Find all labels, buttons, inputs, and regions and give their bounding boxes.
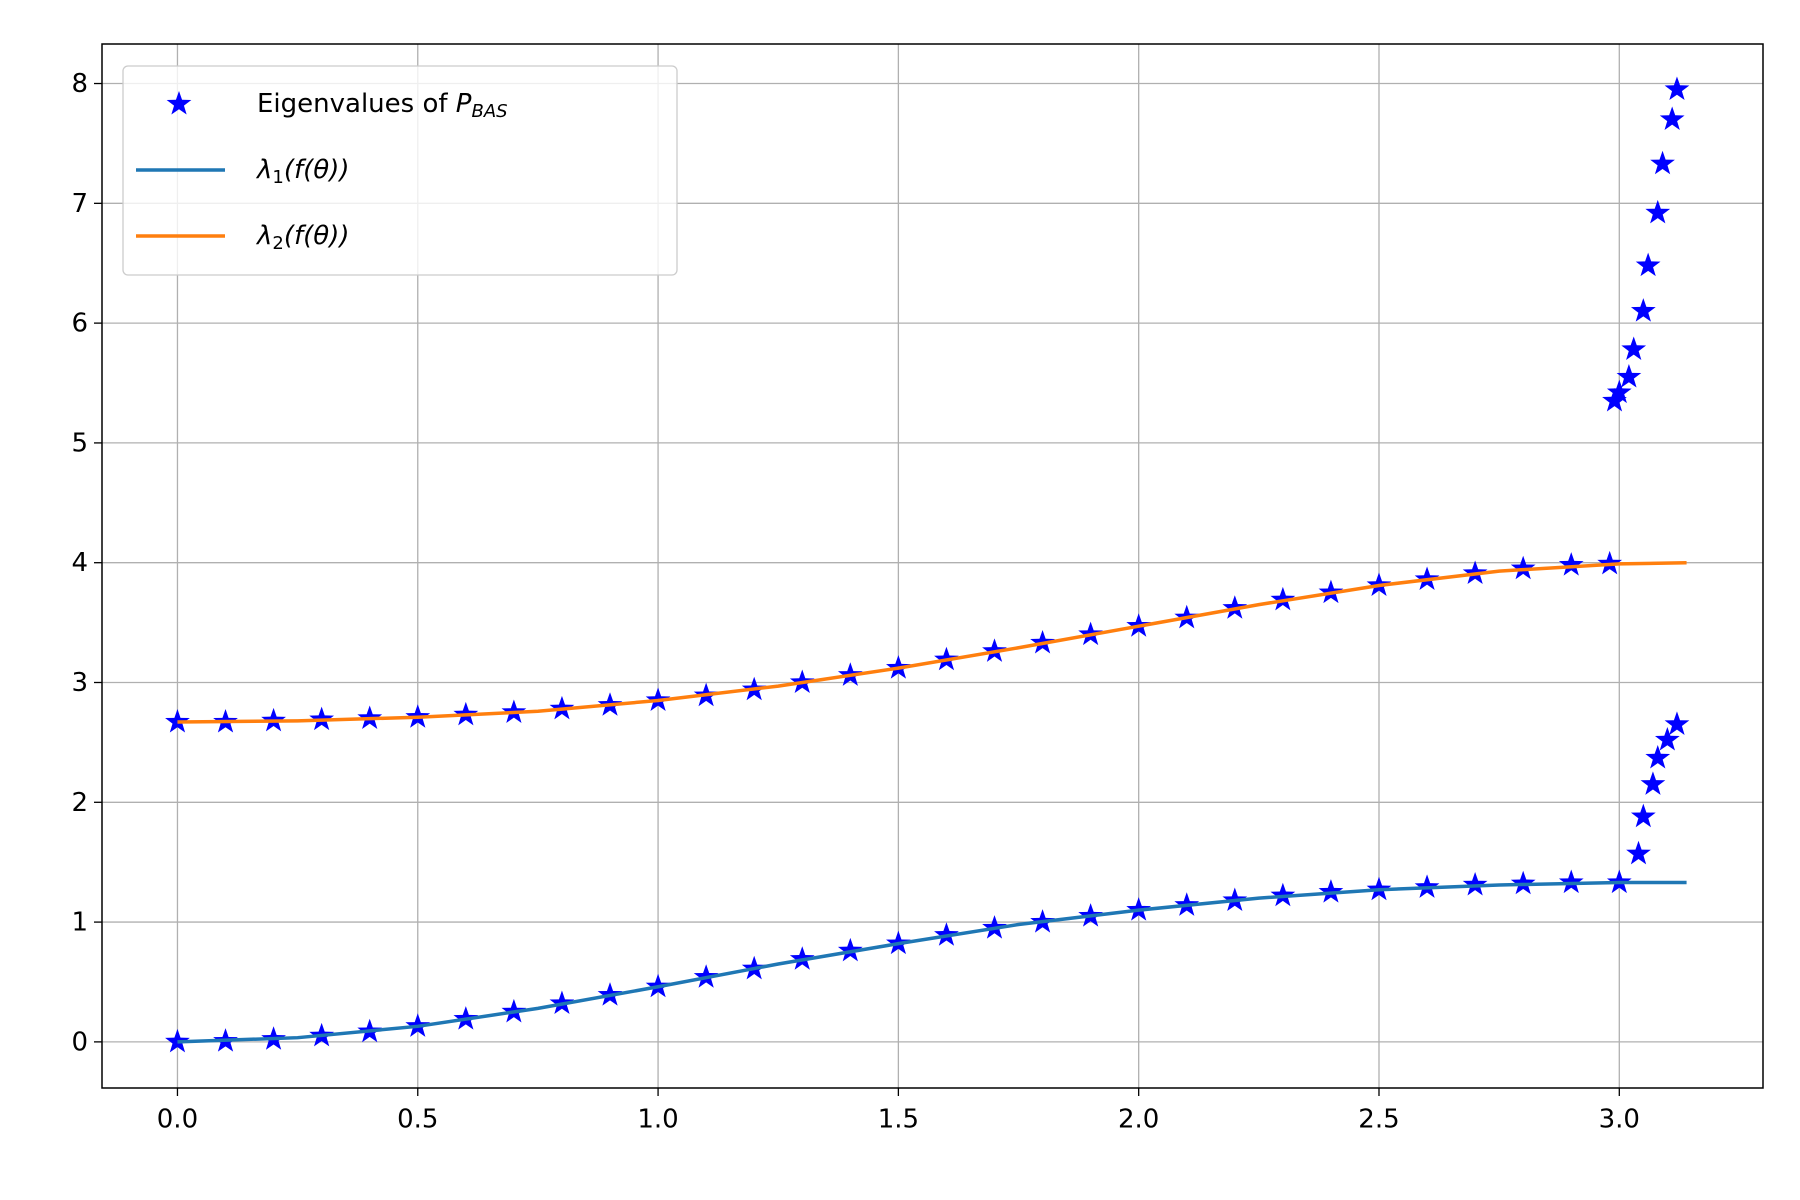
y-tick-label: 7 bbox=[71, 189, 88, 219]
star-marker bbox=[1650, 150, 1675, 175]
legend-text: Eigenvalues of bbox=[257, 89, 456, 119]
legend-box bbox=[122, 65, 678, 276]
legend-tail: (f(θ)) bbox=[284, 221, 350, 251]
star-marker bbox=[1222, 595, 1248, 619]
y-tick-label: 8 bbox=[71, 69, 88, 99]
star-marker bbox=[1606, 379, 1632, 404]
y-tick-label: 4 bbox=[71, 548, 88, 578]
star-marker bbox=[1654, 727, 1680, 751]
star-marker bbox=[1664, 76, 1690, 101]
star-marker bbox=[1635, 252, 1661, 277]
star-marker bbox=[934, 922, 959, 946]
x-tick-label: 2.5 bbox=[1358, 1105, 1399, 1135]
x-tick-label: 0.0 bbox=[157, 1105, 198, 1135]
legend-label: λ1(f(θ)) bbox=[255, 155, 349, 189]
star-marker bbox=[1318, 879, 1344, 903]
star-marker bbox=[1645, 744, 1671, 769]
legend-label: λ2(f(θ)) bbox=[255, 221, 349, 255]
star-marker bbox=[789, 946, 815, 970]
legend-sub: 1 bbox=[272, 167, 283, 188]
y-tick-label: 3 bbox=[71, 668, 88, 698]
legend-var: P bbox=[456, 89, 472, 119]
x-tick-label: 1.5 bbox=[878, 1105, 919, 1135]
legend-label: Eigenvalues of PBAS bbox=[257, 89, 508, 123]
star-marker bbox=[1462, 871, 1488, 896]
legend-sub: 2 bbox=[272, 233, 283, 254]
line bbox=[177, 560, 1687, 724]
x-tick-label: 0.5 bbox=[397, 1105, 438, 1135]
star-marker bbox=[1621, 336, 1647, 360]
y-tick-label: 6 bbox=[71, 309, 88, 339]
star-marker bbox=[1558, 869, 1584, 894]
star-marker bbox=[1616, 364, 1642, 388]
star-marker bbox=[1640, 771, 1666, 795]
star-marker bbox=[1270, 586, 1296, 611]
plot-frame bbox=[101, 43, 1764, 1089]
x-tick-label: 3.0 bbox=[1599, 1105, 1640, 1135]
legend-text: λ bbox=[255, 155, 272, 185]
plot-area bbox=[165, 76, 1690, 1053]
star-marker bbox=[1510, 555, 1536, 580]
star-marker bbox=[1597, 550, 1623, 575]
star-marker bbox=[1626, 840, 1651, 865]
line bbox=[177, 880, 1687, 1044]
x-tick-label: 1.0 bbox=[637, 1105, 678, 1135]
y-tick-label: 2 bbox=[71, 788, 88, 818]
star-marker bbox=[1510, 870, 1536, 895]
y-tick-label: 0 bbox=[71, 1027, 88, 1057]
star-marker bbox=[1558, 552, 1584, 576]
x-tick-label: 2.0 bbox=[1118, 1105, 1159, 1135]
star-marker bbox=[1270, 882, 1296, 907]
legend-sub: BAS bbox=[471, 101, 507, 122]
star-marker bbox=[837, 937, 863, 962]
star-marker bbox=[1659, 106, 1685, 130]
star-marker bbox=[1630, 298, 1656, 322]
y-tick-label: 1 bbox=[71, 908, 88, 938]
y-tick-label: 5 bbox=[71, 428, 88, 458]
legend-text: λ bbox=[255, 221, 272, 251]
star-marker bbox=[1630, 803, 1656, 828]
legend-tail: (f(θ)) bbox=[284, 155, 350, 185]
star-marker bbox=[1645, 199, 1671, 224]
star-marker bbox=[1664, 711, 1690, 735]
legend-marker bbox=[166, 91, 192, 115]
